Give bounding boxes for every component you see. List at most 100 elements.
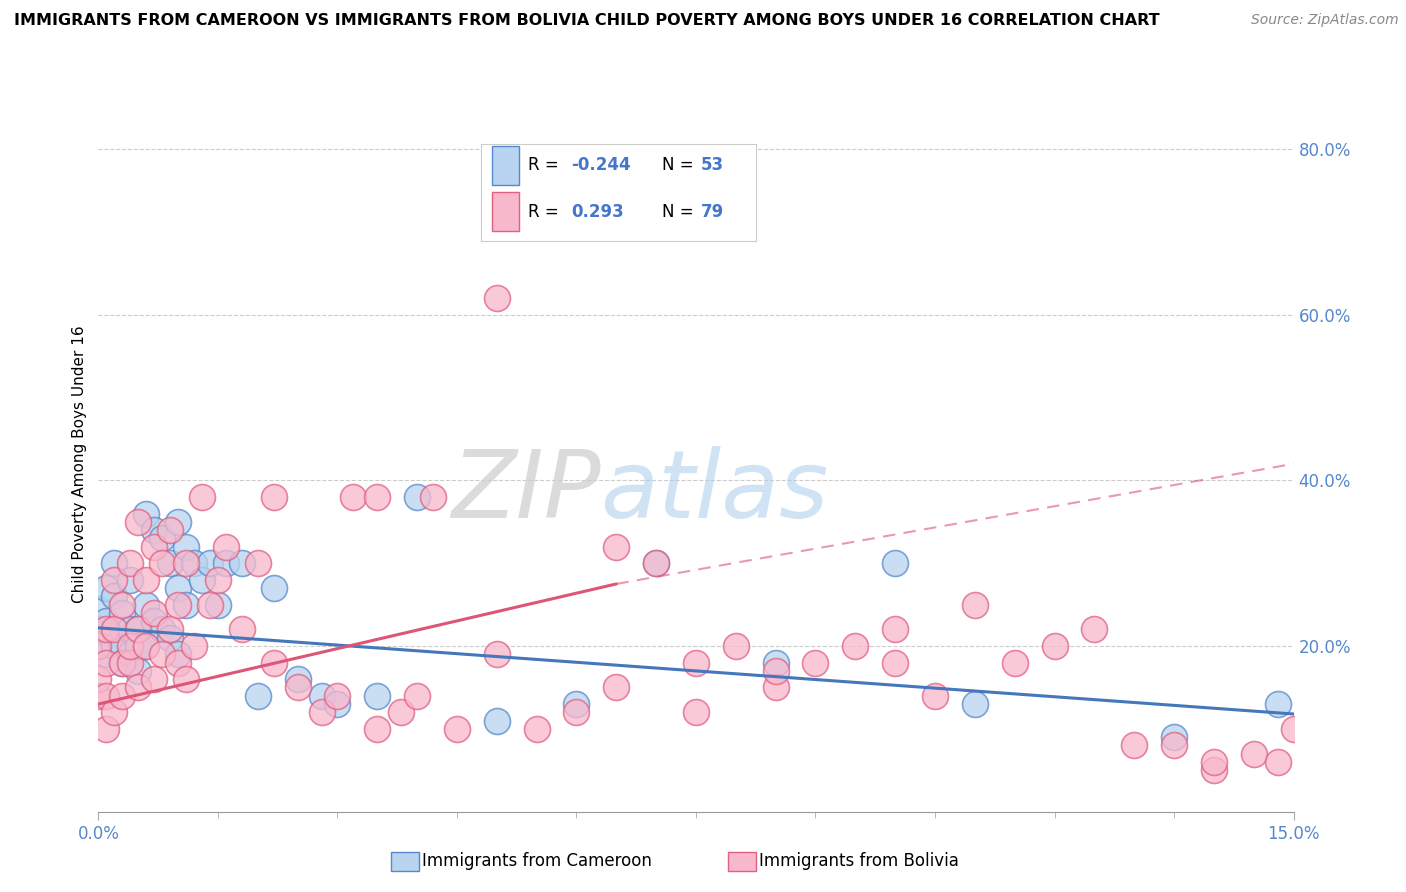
Point (159, 631, 181, 645)
Point (263, 490, 285, 504)
Point (135, 639, 157, 653)
Point (167, 656, 190, 670)
Point (215, 556, 238, 570)
Point (406, 689, 429, 703)
Point (167, 515, 190, 529)
Point (485, 291, 508, 305)
Point (685, 656, 707, 670)
Point (174, 556, 197, 570)
Point (287, 681, 309, 695)
Point (389, 706, 412, 720)
Point (804, 656, 827, 670)
Point (127, 623, 149, 637)
Point (127, 515, 149, 529)
Point (884, 623, 907, 637)
Point (1282, 722, 1305, 736)
Point (87, 639, 110, 653)
Point (111, 623, 134, 637)
Point (963, 598, 986, 612)
Point (150, 623, 173, 637)
Point (526, 722, 548, 736)
Point (159, 556, 181, 570)
Point (143, 672, 166, 686)
Point (263, 656, 285, 670)
Point (96, 656, 118, 670)
Point (765, 664, 787, 678)
Point (565, 706, 588, 720)
Point (326, 689, 349, 703)
Point (342, 490, 364, 504)
Point (143, 540, 166, 554)
Point (150, 532, 173, 546)
Point (96, 689, 118, 703)
Point (111, 639, 134, 653)
Point (111, 656, 134, 670)
Point (207, 598, 229, 612)
Point (924, 689, 946, 703)
Point (167, 598, 190, 612)
Point (485, 714, 508, 728)
Point (1243, 747, 1265, 761)
Point (143, 606, 166, 620)
Y-axis label: Child Poverty Among Boys Under 16: Child Poverty Among Boys Under 16 (72, 325, 87, 603)
Point (685, 706, 707, 720)
Point (159, 523, 181, 537)
Point (565, 697, 588, 711)
Point (159, 623, 181, 637)
Point (103, 573, 125, 587)
Point (1004, 656, 1026, 670)
Point (1202, 755, 1225, 769)
Point (174, 598, 197, 612)
Point (198, 556, 221, 570)
Text: Source: ZipAtlas.com: Source: ZipAtlas.com (1251, 13, 1399, 28)
Point (246, 556, 269, 570)
Point (198, 598, 221, 612)
Point (120, 648, 142, 662)
Point (191, 573, 214, 587)
Point (96, 722, 118, 736)
Point (765, 681, 787, 695)
Point (645, 556, 668, 570)
Point (183, 639, 205, 653)
Point (111, 689, 134, 703)
Point (287, 672, 309, 686)
Point (96, 614, 118, 628)
Point (103, 639, 125, 653)
Text: atlas: atlas (600, 446, 828, 537)
Point (96, 623, 118, 637)
Point (87, 623, 110, 637)
Point (246, 689, 269, 703)
Point (1123, 739, 1146, 753)
Point (1043, 639, 1066, 653)
Point (1163, 730, 1185, 744)
Point (605, 540, 627, 554)
Text: ZIP: ZIP (451, 446, 600, 537)
Point (231, 556, 253, 570)
Point (174, 540, 197, 554)
Point (127, 664, 149, 678)
Point (87, 689, 110, 703)
Point (1267, 697, 1289, 711)
Point (406, 490, 429, 504)
Point (87, 602, 110, 616)
Point (963, 697, 986, 711)
Point (135, 598, 157, 612)
Point (174, 672, 197, 686)
Point (263, 581, 285, 595)
Point (103, 556, 125, 570)
Point (120, 656, 142, 670)
Point (135, 507, 157, 521)
Point (422, 490, 444, 504)
Point (96, 648, 118, 662)
Point (87, 672, 110, 686)
Point (135, 639, 157, 653)
Point (645, 556, 668, 570)
Point (446, 722, 468, 736)
Point (143, 614, 166, 628)
Point (120, 573, 142, 587)
Point (1202, 764, 1225, 778)
Point (103, 706, 125, 720)
Point (724, 639, 747, 653)
Point (366, 689, 388, 703)
Point (120, 639, 142, 653)
